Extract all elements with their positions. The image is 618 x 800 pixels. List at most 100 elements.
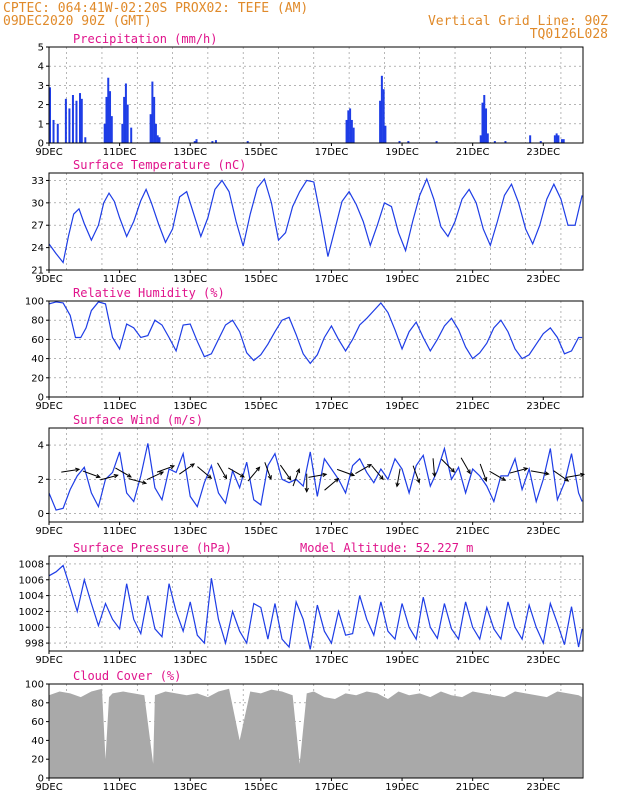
cloud-cover-area bbox=[49, 688, 583, 778]
rh-series-line bbox=[48, 301, 583, 365]
panel-title: Relative Humidity (%) bbox=[73, 286, 225, 300]
panel-title: Cloud Cover (%) bbox=[73, 669, 181, 683]
panel-temp: 21 24 27 30 33 9DEC 11DEC 13DEC 15DEC 17DEC 19DEC 2… bbox=[31, 158, 584, 285]
panel-title: Surface Pressure (hPa) bbox=[73, 541, 232, 555]
precip-bar bbox=[352, 127, 355, 143]
wind-arrow bbox=[489, 470, 507, 481]
precip-bar bbox=[555, 133, 558, 143]
precip-bar bbox=[350, 119, 353, 143]
wind-series-line bbox=[48, 443, 583, 511]
x-tick-label: 15DEC bbox=[244, 274, 278, 285]
wind-arrow-head bbox=[564, 477, 570, 482]
precip-bar bbox=[75, 100, 78, 143]
x-tick-label: 11DEC bbox=[103, 147, 137, 158]
precip-bar bbox=[121, 123, 124, 143]
wind-arrow bbox=[412, 465, 421, 484]
y-tick-label: 0 bbox=[38, 774, 44, 785]
precip-bar bbox=[64, 98, 67, 143]
precip-bar bbox=[479, 135, 482, 143]
precip-bar bbox=[211, 141, 214, 143]
x-tick-label: 13DEC bbox=[173, 655, 207, 666]
x-tick-label: 9DEC bbox=[35, 655, 62, 666]
x-tick-label: 13DEC bbox=[173, 526, 207, 537]
wind-arrow bbox=[432, 458, 437, 478]
wind-arrow bbox=[279, 464, 292, 481]
wind-arrow bbox=[530, 470, 550, 476]
precip-bar bbox=[407, 141, 410, 143]
y-tick-label: 60 bbox=[31, 335, 44, 346]
y-tick-label: 1002 bbox=[19, 607, 44, 618]
wind-arrow bbox=[179, 463, 196, 475]
wind-arrow-shaft bbox=[61, 468, 80, 473]
wind-arrow-shaft bbox=[115, 467, 132, 478]
y-tick-label: 0 bbox=[38, 139, 44, 150]
x-tick-label: 23DEC bbox=[526, 274, 560, 285]
wind-arrow-head bbox=[334, 477, 340, 483]
panel-rh: 0 20 40 60 80 100 9DEC 11DEC 13DEC 15DEC 17DEC 19DE… bbox=[25, 286, 584, 412]
precip-bar bbox=[562, 139, 565, 143]
wind-arrow bbox=[156, 465, 176, 473]
wind-arrow-shaft bbox=[371, 465, 384, 480]
wind-arrow-shaft bbox=[82, 470, 100, 478]
panel-press: 998 1000 1002 1004 1006 1008 9DEC 11DEC 13DEC 15D… bbox=[19, 541, 584, 666]
wind-arrow bbox=[61, 467, 81, 473]
precip-bar bbox=[110, 116, 113, 143]
wind-arrow-head bbox=[349, 472, 356, 477]
wind-arrow-shaft bbox=[432, 458, 436, 477]
panel-frame bbox=[48, 46, 584, 144]
wind-arrow-shaft bbox=[324, 478, 339, 491]
precip-bar bbox=[56, 123, 59, 143]
x-tick-label: 15DEC bbox=[244, 401, 278, 412]
precip-bar bbox=[149, 114, 152, 143]
panel-cloud: 0 20 40 60 80 100 9DEC 11DEC 13DEC 15DEC 17DEC 19DE… bbox=[25, 669, 584, 793]
wind-arrow-shaft bbox=[530, 470, 549, 475]
wind-arrow bbox=[128, 478, 148, 485]
y-tick-label: 20 bbox=[31, 373, 44, 384]
wind-arrow-shaft bbox=[336, 468, 355, 476]
wind-arrow-head bbox=[296, 468, 301, 474]
precip-bar bbox=[483, 95, 486, 143]
precip-bar bbox=[557, 135, 560, 143]
x-tick-label: 15DEC bbox=[244, 526, 278, 537]
wind-arrow bbox=[460, 457, 471, 475]
wind-arrow bbox=[395, 468, 401, 488]
temp-series-line bbox=[48, 177, 583, 264]
panel-title: Surface Temperature (nC) bbox=[73, 158, 246, 172]
wind-arrow-shaft bbox=[566, 473, 585, 478]
y-tick-label: 30 bbox=[31, 198, 44, 209]
x-tick-label: 15DEC bbox=[244, 655, 278, 666]
precip-bar bbox=[109, 91, 112, 143]
precip-bar bbox=[485, 108, 488, 143]
wind-arrow-shaft bbox=[279, 464, 292, 481]
wind-arrow-shaft bbox=[553, 470, 569, 482]
precip-bar bbox=[123, 96, 126, 143]
wind-arrow-head bbox=[95, 474, 101, 479]
x-tick-label: 17DEC bbox=[315, 147, 349, 158]
wind-arrow-head bbox=[190, 463, 196, 468]
x-tick-label: 17DEC bbox=[315, 782, 349, 793]
x-tick-label: 11DEC bbox=[103, 655, 137, 666]
precip-bar bbox=[68, 108, 71, 143]
x-tick-label: 13DEC bbox=[173, 274, 207, 285]
wind-arrow bbox=[292, 468, 301, 487]
x-tick-label: 9DEC bbox=[35, 401, 62, 412]
precip-bar bbox=[158, 137, 161, 143]
x-tick-label: 15DEC bbox=[244, 782, 278, 793]
wind-arrow-head bbox=[395, 482, 400, 488]
wind-arrow-shaft bbox=[146, 471, 164, 481]
precip-bar bbox=[52, 119, 55, 143]
y-tick-label: 998 bbox=[25, 639, 44, 650]
x-tick-label: 17DEC bbox=[315, 401, 349, 412]
wind-arrow bbox=[304, 473, 309, 493]
x-tick-label: 15DEC bbox=[244, 147, 278, 158]
y-tick-label: 80 bbox=[31, 698, 44, 709]
wind-arrow-head bbox=[159, 471, 165, 476]
wind-arrow-shaft bbox=[489, 470, 506, 481]
wind-arrow-shaft bbox=[460, 457, 471, 474]
wind-arrow-head bbox=[304, 487, 309, 493]
x-tick-label: 11DEC bbox=[103, 274, 137, 285]
wind-arrow-head bbox=[286, 475, 292, 481]
precip-bar bbox=[382, 89, 385, 143]
y-tick-label: 40 bbox=[31, 354, 44, 365]
wind-arrow-head bbox=[141, 480, 148, 485]
